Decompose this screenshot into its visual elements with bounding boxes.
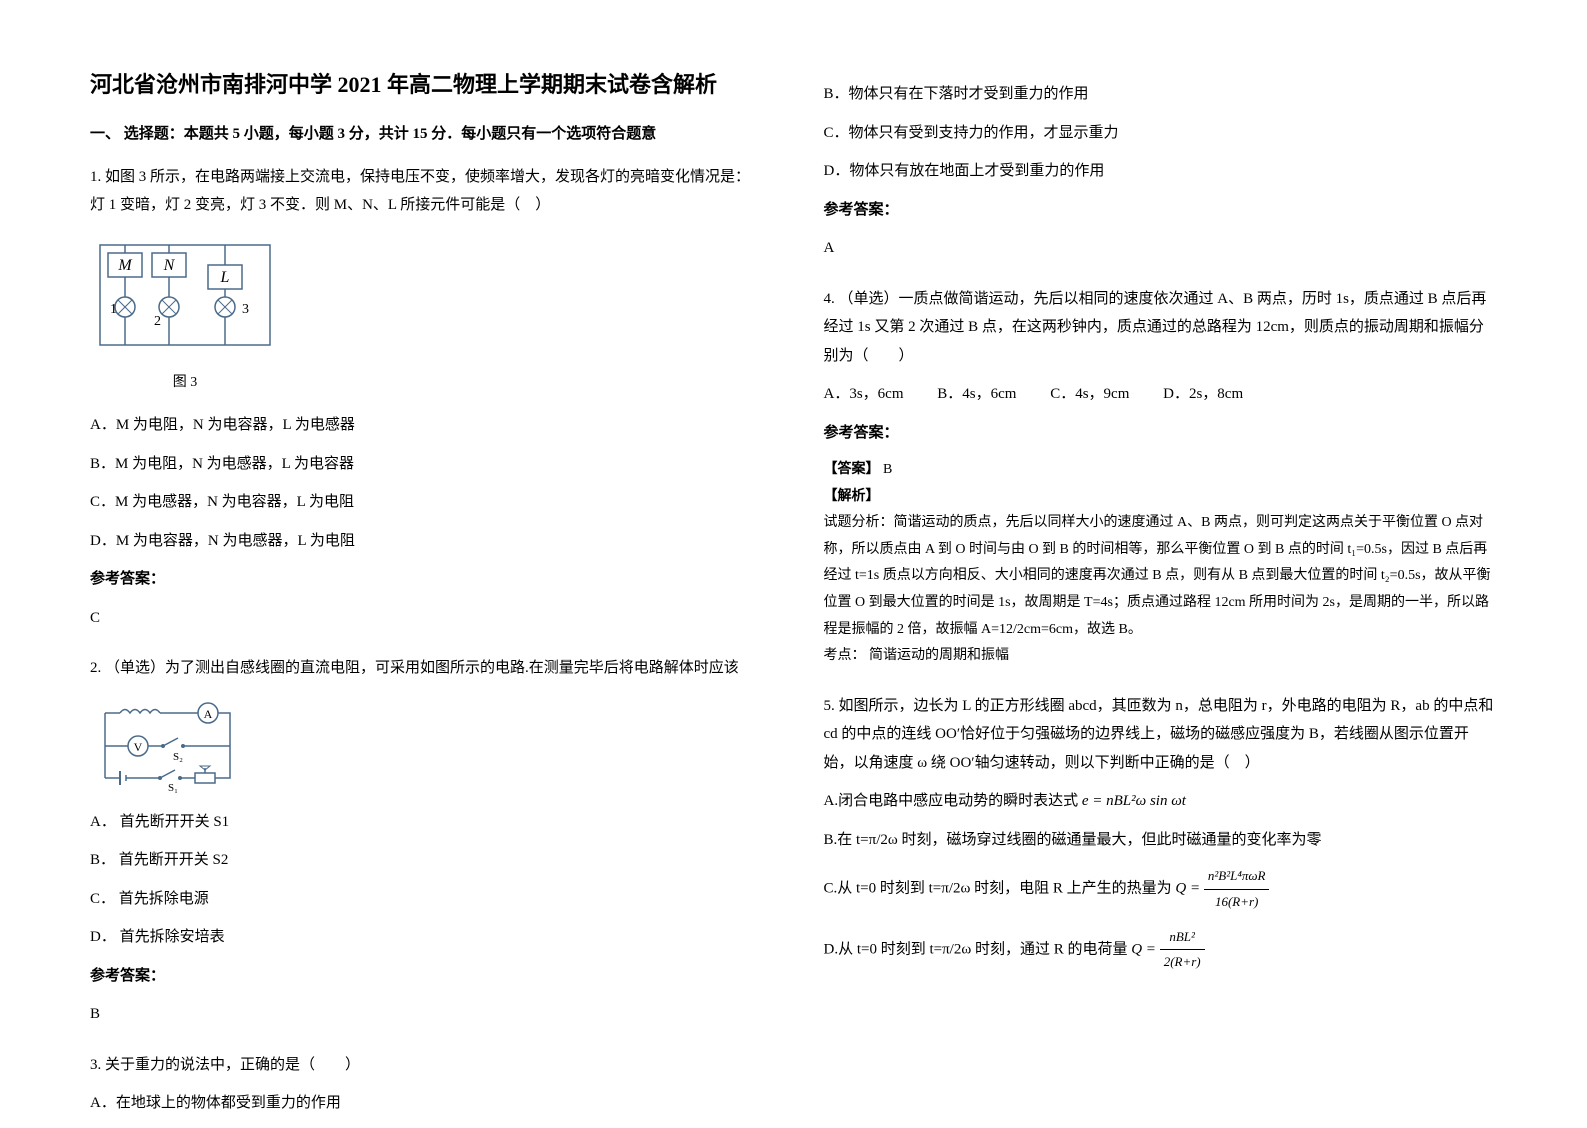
q3-answer-label: 参考答案： [824, 196, 1498, 225]
q3-optD: D．物体只有放在地面上才受到重力的作用 [824, 157, 1498, 186]
q5-optC-den: 16(R+r) [1204, 890, 1270, 915]
question-3-continued: B．物体只有在下落时才受到重力的作用 C．物体只有受到支持力的作用，才显示重力 … [824, 70, 1498, 273]
q3-stem: 3. 关于重力的说法中，正确的是（ ） [90, 1051, 764, 1080]
q4-optC: C．4s，9cm [1050, 386, 1129, 402]
q3-answer: A [824, 234, 1498, 263]
q5-optD-num: nBL² [1160, 925, 1205, 951]
q5-optB: B.在 t=π/2ω 时刻，磁场穿过线圈的磁通量最大，但此时磁通量的变化率为零 [824, 826, 1498, 855]
q4-analysis-label: 【解析】 [824, 484, 1498, 511]
q2-stem: 2. （单选）为了测出自感线圈的直流电阻，可采用如图所示的电路.在测量完毕后将电… [90, 654, 764, 683]
circuit-1-svg: M N L 1 2 [90, 235, 280, 365]
q2-optC: C． 首先拆除电源 [90, 885, 764, 914]
question-5: 5. 如图所示，边长为 L 的正方形线圈 abcd，其匝数为 n，总电阻为 r，… [824, 692, 1498, 985]
q2-optD: D． 首先拆除安培表 [90, 923, 764, 952]
label-A: A [204, 707, 213, 721]
q5-optD-prefix: D.从 t=0 时刻到 t=π/2ω 时刻，通过 R 的电荷量 [824, 941, 1128, 957]
q4-analysis-answer-label: 【答案】 [824, 462, 880, 477]
q4-analysis-answer: B [883, 462, 892, 477]
q4-stem: 4. （单选）一质点做简谐运动，先后以相同的速度依次通过 A、B 两点，历时 1… [824, 285, 1498, 371]
q5-optD-Q: Q = [1131, 941, 1156, 957]
q3-optB: B．物体只有在下落时才受到重力的作用 [824, 80, 1498, 109]
q4-analysis: 【答案】 B 【解析】 试题分析：简谐运动的质点，先后以同样大小的速度通过 A、… [824, 457, 1498, 670]
q5-optC-fraction: n²B²L⁴πωR 16(R+r) [1204, 864, 1270, 914]
question-4: 4. （单选）一质点做简谐运动，先后以相同的速度依次通过 A、B 两点，历时 1… [824, 285, 1498, 680]
q5-optA: A.闭合电路中感应电动势的瞬时表达式 e = nBL²ω sin ωt [824, 787, 1498, 816]
q2-optA: A． 首先断开开关 S1 [90, 808, 764, 837]
circuit-2-svg: A V S₂ S₁ [90, 698, 250, 793]
q1-answer-label: 参考答案： [90, 565, 764, 594]
right-column: B．物体只有在下落时才受到重力的作用 C．物体只有受到支持力的作用，才显示重力 … [824, 70, 1498, 1052]
q4-optB: B．4s，6cm [937, 386, 1016, 402]
q1-answer: C [90, 604, 764, 633]
label-3: 3 [242, 302, 249, 317]
q1-optC: C．M 为电感器，N 为电容器，L 为电阻 [90, 488, 764, 517]
q1-optB: B．M 为电阻，N 为电感器，L 为电容器 [90, 450, 764, 479]
label-M: M [117, 257, 133, 274]
q5-optA-formula: e = nBL²ω sin ωt [1082, 793, 1186, 809]
q5-optC-Q: Q = [1175, 881, 1200, 897]
section-header: 一、 选择题：本题共 5 小题，每小题 3 分，共计 15 分．每小题只有一个选… [90, 121, 764, 148]
left-column: 河北省沧州市南排河中学 2021 年高二物理上学期期末试卷含解析 一、 选择题：… [90, 70, 764, 1052]
q4-answer-label: 参考答案： [824, 419, 1498, 448]
question-1: 1. 如图 3 所示，在电路两端接上交流电，保持电压不变，使频率增大，发现各灯的… [90, 163, 764, 643]
q4-optD: D．2s，8cm [1163, 386, 1243, 402]
q4-options: A．3s，6cm B．4s，6cm C．4s，9cm D．2s，8cm [824, 380, 1498, 409]
q1-stem: 1. 如图 3 所示，在电路两端接上交流电，保持电压不变，使频率增大，发现各灯的… [90, 163, 764, 220]
q5-optD-den: 2(R+r) [1160, 950, 1205, 975]
q5-optC: C.从 t=0 时刻到 t=π/2ω 时刻，电阻 R 上产生的热量为 Q = n… [824, 864, 1498, 914]
label-N: N [163, 257, 176, 274]
q1-optD: D．M 为电容器，N 为电感器，L 为电阻 [90, 527, 764, 556]
q5-optD: D.从 t=0 时刻到 t=π/2ω 时刻，通过 R 的电荷量 Q = nBL²… [824, 925, 1498, 975]
q3-optA: A．在地球上的物体都受到重力的作用 [90, 1089, 764, 1118]
q4-optA: A．3s，6cm [824, 386, 904, 402]
q2-answer-label: 参考答案： [90, 962, 764, 991]
label-1: 1 [110, 302, 117, 317]
q5-optA-prefix: A.闭合电路中感应电动势的瞬时表达式 [824, 793, 1079, 809]
label-S2: S₂ [173, 751, 183, 763]
q2-answer: B [90, 1000, 764, 1029]
q3-optC: C．物体只有受到支持力的作用，才显示重力 [824, 119, 1498, 148]
label-S1: S₁ [168, 782, 178, 793]
q4-analysis-text: 试题分析：简谐运动的质点，先后以同样大小的速度通过 A、B 两点，则可判定这两点… [824, 510, 1498, 643]
q5-stem: 5. 如图所示，边长为 L 的正方形线圈 abcd，其匝数为 n，总电阻为 r，… [824, 692, 1498, 778]
question-2: 2. （单选）为了测出自感线圈的直流电阻，可采用如图所示的电路.在测量完毕后将电… [90, 654, 764, 1039]
page-title: 河北省沧州市南排河中学 2021 年高二物理上学期期末试卷含解析 [90, 70, 764, 101]
label-V: V [134, 740, 143, 754]
q1-diagram: M N L 1 2 [90, 235, 764, 397]
label-2: 2 [154, 314, 161, 329]
q5-optC-prefix: C.从 t=0 时刻到 t=π/2ω 时刻，电阻 R 上产生的热量为 [824, 881, 1172, 897]
question-3: 3. 关于重力的说法中，正确的是（ ） A．在地球上的物体都受到重力的作用 [90, 1051, 764, 1128]
label-L: L [220, 269, 230, 286]
q2-diagram: A V S₂ S₁ [90, 698, 764, 793]
q1-optA: A．M 为电阻，N 为电容器，L 为电感器 [90, 411, 764, 440]
q5-optC-num: n²B²L⁴πωR [1204, 864, 1270, 890]
q2-optB: B． 首先断开开关 S2 [90, 846, 764, 875]
q4-analysis-point: 考点： 简谐运动的周期和振幅 [824, 643, 1498, 670]
q5-optD-fraction: nBL² 2(R+r) [1160, 925, 1205, 975]
q1-caption: 图 3 [90, 370, 280, 397]
